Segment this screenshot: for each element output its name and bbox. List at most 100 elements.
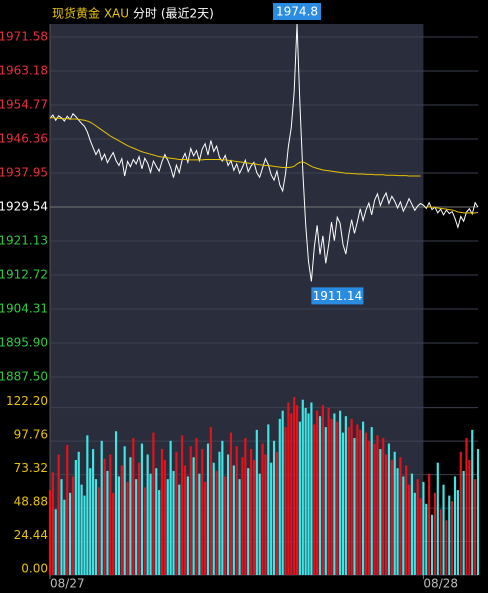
volume-bar bbox=[77, 451, 80, 575]
y-tick-label: 1937.95 bbox=[0, 165, 48, 179]
y-tick-label: 1912.72 bbox=[0, 267, 48, 281]
volume-bar bbox=[123, 446, 126, 575]
volume-bar bbox=[393, 451, 396, 575]
volume-bar bbox=[453, 476, 457, 575]
volume-bar bbox=[321, 405, 324, 575]
volume-bar bbox=[258, 473, 261, 575]
y-tick-label: 1963.18 bbox=[0, 63, 48, 77]
volume-bar bbox=[166, 479, 169, 575]
volume-bar bbox=[51, 472, 54, 575]
volume-bar bbox=[350, 418, 353, 575]
volume-bar bbox=[83, 495, 86, 575]
volume-bar bbox=[284, 427, 287, 575]
volume-bar bbox=[436, 462, 439, 575]
volume-bar bbox=[376, 435, 379, 575]
volume-bar bbox=[407, 484, 411, 575]
volume-bar bbox=[295, 405, 299, 575]
volume-bar bbox=[244, 438, 247, 575]
y-tick-label: 122.20 bbox=[6, 394, 48, 408]
y-tick-label: 1929.54 bbox=[0, 199, 48, 213]
volume-bar bbox=[324, 427, 327, 575]
annotation-box bbox=[311, 287, 364, 305]
volume-bar bbox=[356, 424, 359, 575]
y-tick-label: 24.44 bbox=[14, 528, 48, 542]
annotation: 1911.14 bbox=[313, 289, 363, 303]
volume-bar bbox=[416, 479, 419, 575]
volume-bar bbox=[140, 443, 143, 575]
volume-bar bbox=[327, 407, 330, 575]
annotation: 1974.8 bbox=[276, 5, 318, 19]
volume-bar bbox=[433, 492, 436, 575]
volume-bar bbox=[221, 440, 224, 575]
volume-bar bbox=[318, 416, 322, 575]
volume-bar bbox=[238, 479, 241, 575]
volume-bar bbox=[410, 473, 414, 575]
y-tick-label: 97.76 bbox=[14, 428, 48, 442]
volume-bar bbox=[359, 429, 362, 575]
volume-bar bbox=[178, 484, 181, 575]
volume-bar bbox=[341, 432, 345, 575]
volume-bar bbox=[373, 443, 376, 575]
volume-bar bbox=[66, 444, 69, 575]
price-line bbox=[49, 23, 479, 282]
volume-bar bbox=[402, 476, 405, 575]
volume-bar bbox=[235, 446, 238, 575]
volume-bar bbox=[399, 457, 402, 575]
volume-bar bbox=[459, 451, 462, 575]
volume-bar bbox=[63, 499, 66, 575]
volume-bar bbox=[132, 438, 135, 575]
volume-bar bbox=[405, 465, 408, 575]
volume-bar bbox=[301, 399, 304, 575]
volume-bar bbox=[270, 462, 273, 575]
volume-bar bbox=[347, 427, 350, 575]
y-tick-label: 1904.31 bbox=[0, 302, 48, 316]
volume-bar bbox=[158, 490, 161, 575]
y-tick-label: 73.32 bbox=[14, 461, 48, 475]
volume-bar bbox=[120, 465, 123, 575]
y-tick-label: 1921.13 bbox=[0, 233, 48, 247]
volume-bar bbox=[183, 465, 187, 575]
volume-bar bbox=[209, 427, 212, 575]
volume-bar bbox=[206, 443, 210, 575]
volume-bar bbox=[430, 514, 434, 575]
volume-bar bbox=[281, 410, 284, 575]
volume-bar bbox=[451, 501, 454, 575]
volume-bar bbox=[387, 443, 391, 575]
volume-bar bbox=[74, 459, 77, 575]
volume-bar bbox=[287, 402, 290, 575]
volume-bar bbox=[249, 449, 253, 575]
y-tick-label: 1954.77 bbox=[0, 97, 48, 111]
volume-bar bbox=[316, 410, 319, 575]
volume-bar bbox=[255, 429, 258, 575]
volume-bar bbox=[181, 435, 184, 575]
annotation-box bbox=[273, 3, 322, 20]
volume-bar bbox=[215, 470, 218, 575]
volume-bar bbox=[413, 492, 416, 575]
volume-bar bbox=[385, 454, 388, 575]
volume-bar bbox=[227, 454, 230, 575]
volume-bar bbox=[175, 451, 178, 575]
volume-bar bbox=[126, 481, 129, 575]
volume-bar bbox=[60, 479, 63, 575]
volume-bar bbox=[143, 487, 146, 575]
volume-bar bbox=[189, 446, 192, 575]
volume-bar bbox=[267, 424, 270, 575]
volume-bar bbox=[112, 492, 115, 575]
volume-bar bbox=[97, 487, 100, 575]
volume-bar bbox=[362, 421, 365, 575]
volume-bar bbox=[71, 476, 75, 575]
volume-bar bbox=[69, 492, 72, 575]
volume-bar bbox=[92, 449, 95, 575]
volume-bar bbox=[353, 438, 356, 575]
volume-bar bbox=[293, 397, 296, 575]
volume-bar bbox=[146, 454, 149, 575]
volume-bar bbox=[425, 503, 428, 575]
volume-bar bbox=[396, 468, 399, 575]
volume-bar bbox=[465, 438, 468, 575]
volume-bar bbox=[272, 440, 276, 575]
volume-bar bbox=[344, 416, 347, 575]
volume-bar bbox=[109, 454, 112, 575]
volume-bar bbox=[307, 413, 310, 575]
volume-bar bbox=[439, 509, 442, 575]
volume-bar bbox=[172, 470, 175, 575]
